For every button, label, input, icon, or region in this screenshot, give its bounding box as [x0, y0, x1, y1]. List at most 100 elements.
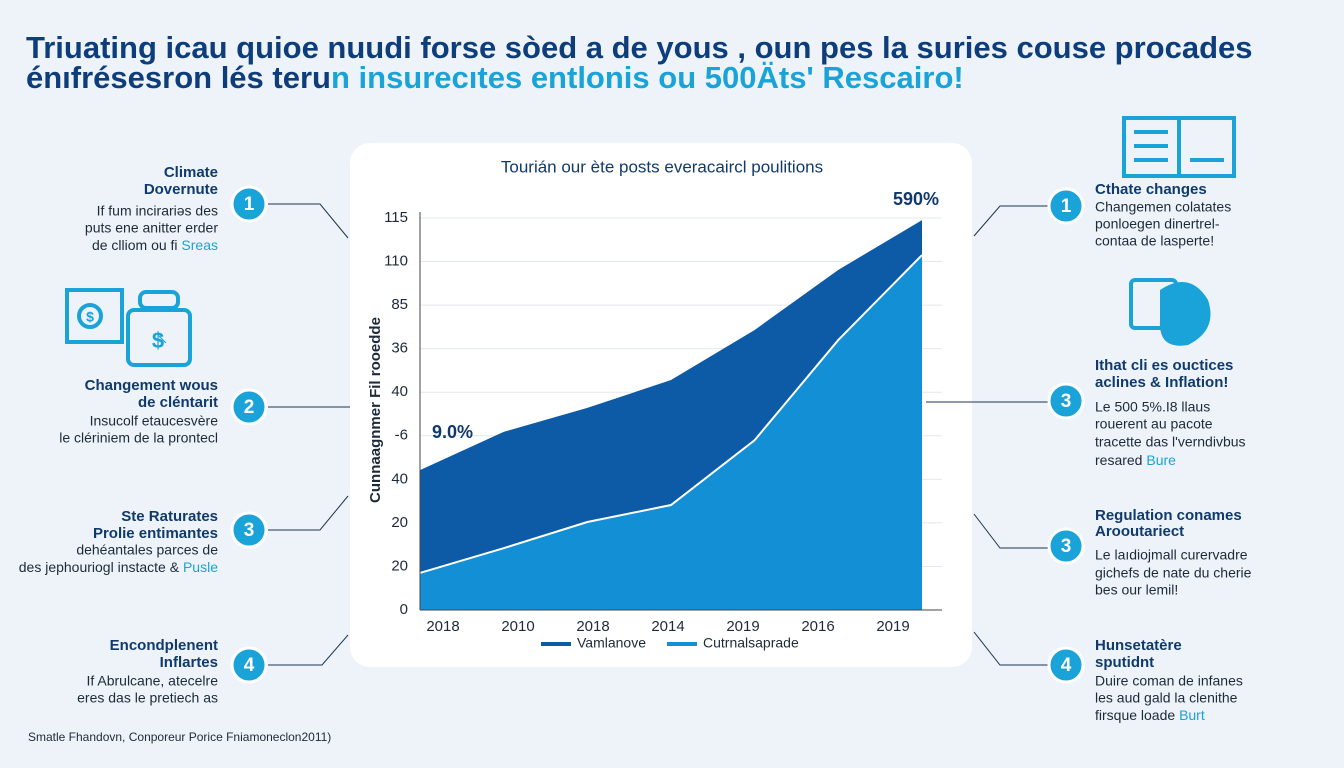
number: 3	[1061, 391, 1072, 412]
item-title: Dovernute	[144, 181, 218, 198]
chart-title: Tourián our ète posts everacaircl poulit…	[501, 157, 823, 176]
item-title: sputidnt	[1095, 654, 1154, 671]
item-accent: Bure	[1146, 452, 1176, 468]
item-body: Le 500 5%.I8 llaus	[1095, 399, 1210, 415]
item-title: de cléntarit	[138, 394, 218, 411]
item-body: Duire coman de infanes	[1095, 673, 1243, 689]
number-badge	[1047, 646, 1085, 684]
x-tick-label: 2018	[576, 618, 609, 635]
annotation: 590%	[893, 189, 939, 209]
item-body: contaa de lasperte!	[1095, 233, 1214, 249]
number-badge	[230, 511, 268, 549]
number: 1	[244, 194, 255, 215]
connector	[973, 631, 1048, 666]
connector	[268, 495, 349, 531]
connector	[973, 205, 1048, 237]
icon-coin	[77, 303, 103, 329]
y-tick-label: 115	[384, 209, 408, 226]
icons	[65, 116, 1236, 367]
item-title: Prolie entimantes	[93, 525, 218, 542]
number-badge	[1047, 382, 1085, 420]
x-tick-label: 2019	[726, 618, 759, 635]
area	[420, 255, 922, 610]
icon-dollar-sign: $	[152, 328, 164, 353]
item-title: aclines & Inflation!	[1095, 374, 1228, 391]
item-body: firsque loade Burt	[1095, 707, 1205, 723]
y-tick-label: 110	[384, 253, 408, 270]
icon-coin-sign: $	[86, 309, 94, 325]
item-title: Regulation conames	[1095, 507, 1242, 524]
y-tick-label: 20	[391, 514, 408, 531]
connector	[268, 634, 349, 666]
item-title: Ithat cli es ouctices	[1095, 357, 1233, 374]
item-body: ponloegen dinertrel-	[1095, 216, 1220, 232]
connector	[268, 203, 349, 239]
legend-label: Cutrnalsaprade	[703, 635, 799, 651]
item-title: Changement wous	[85, 377, 218, 394]
item-body: Le laıdiojmall curervadre	[1095, 547, 1248, 563]
x-tick-label: 2010	[501, 618, 534, 635]
number-badge	[230, 646, 268, 684]
x-tick-label: 2018	[426, 618, 459, 635]
item-body-text: resared	[1095, 452, 1142, 468]
x-tick-label: 2014	[651, 618, 684, 635]
item-title: Climate	[164, 164, 218, 181]
icon-safe-top	[138, 290, 180, 310]
header-title: Triuating icau quioe nuudi forse sòed a …	[26, 30, 1253, 65]
item-body: puts ene anitter erder	[85, 220, 218, 236]
item-body-text: des jephouriogl instacte &	[19, 559, 180, 575]
y-tick-label: 20	[391, 557, 408, 574]
item-accent: Pusle	[183, 559, 218, 575]
annotation: 9.0%	[432, 422, 473, 442]
item-body: bes our lemil!	[1095, 582, 1178, 598]
number-badge	[1047, 527, 1085, 565]
y-tick-label: 36	[391, 340, 408, 357]
item-body: eres das le pretiech as	[77, 690, 218, 706]
item-title: Ste Raturates	[121, 508, 218, 525]
footer: Smatle Fhandovn, Conporeur Porice Fniamo…	[28, 730, 331, 744]
item-body: If Abrulcane, atecelre	[86, 673, 218, 689]
item-body: Changemen colatates	[1095, 199, 1231, 215]
item-body: les aud gald la clenithe	[1095, 690, 1238, 706]
number: 3	[244, 520, 255, 541]
number: 4	[1061, 655, 1072, 676]
icon-blob	[1159, 282, 1211, 346]
item-body: dehéantales parces de	[76, 542, 218, 558]
item-accent: Burt	[1179, 707, 1205, 723]
item-body-text: firsque loade	[1095, 707, 1175, 723]
header-subtitle: énıfrésesron lés terun insurecıtes entlo…	[26, 60, 964, 95]
item-body: tracette das l'verndivbus	[1095, 434, 1246, 450]
item-title: Cthate changes	[1095, 181, 1207, 198]
y-tick-label: 85	[391, 296, 408, 313]
header-subtitle-part: énıfrésesron lés teru	[26, 60, 331, 95]
legend-label: Vamlanove	[577, 635, 646, 651]
number-badge	[230, 185, 268, 223]
icon-dollar	[157, 334, 167, 344]
item-body: rouerent au pacote	[1095, 416, 1213, 432]
y-axis-label: Cunnaagnmer Fil rooedde	[367, 317, 384, 503]
number: 2	[244, 397, 255, 418]
header-subtitle-accent: n insurecıtes entlonis ou 500Äts' Rescai…	[331, 60, 964, 95]
item-title: Inflartes	[160, 654, 218, 671]
y-tick-label: 0	[400, 601, 408, 618]
item-body: If fum incirariəs des	[97, 203, 218, 219]
item-body: gichefs de nate du cherie	[1095, 565, 1252, 581]
number-badge	[230, 388, 268, 426]
icon-box	[65, 288, 124, 344]
item-body: le clériniem de la prontecl	[59, 430, 218, 446]
item-body: resared Bure	[1095, 452, 1176, 468]
item-title: Arooutariect	[1095, 523, 1184, 540]
item-body: Insucolf etaucesvère	[90, 413, 219, 429]
area-edge	[419, 254, 923, 574]
number: 4	[244, 655, 255, 676]
item-title: Encondplenent	[110, 637, 218, 654]
x-tick-label: 2016	[801, 618, 834, 635]
y-tick-label: 40	[391, 383, 408, 400]
item-body-text: de clliom ou fi	[92, 237, 178, 253]
y-tick-label: 40	[391, 470, 408, 487]
item-title: Hunsetatère	[1095, 637, 1182, 654]
number: 3	[1061, 536, 1072, 557]
y-tick-label: -6	[395, 427, 408, 444]
